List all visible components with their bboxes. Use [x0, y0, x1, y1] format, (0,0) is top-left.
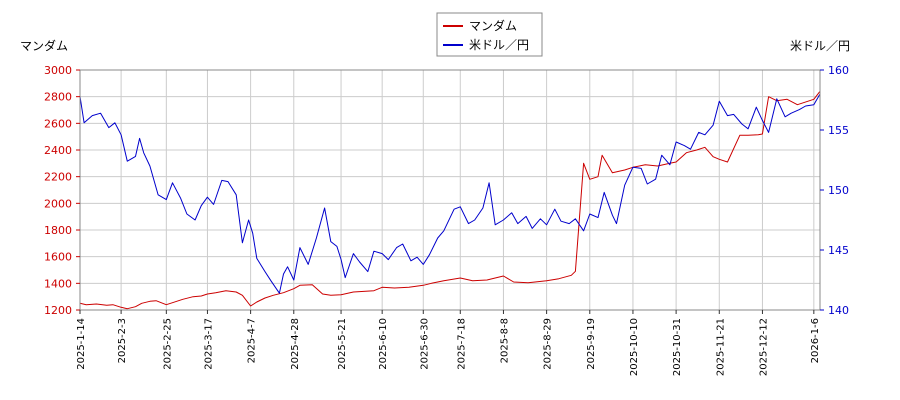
x-tick-label: 2025-12-12: [758, 318, 769, 376]
left-tick-label: 2000: [44, 197, 72, 210]
x-axis-ticks: 2025-1-14 2025-2-3 2025-2-25 2025-3-17 2025-…: [76, 310, 821, 376]
x-tick-label: 2025-6-10: [378, 318, 389, 370]
x-tick-label: 2025-1-14: [76, 318, 87, 370]
left-tick-label: 3000: [44, 64, 72, 77]
left-axis-label: マンダム: [20, 38, 68, 53]
x-tick-label: 2026-1-6: [810, 318, 821, 363]
left-tick-label: 1400: [44, 277, 72, 290]
right-tick-label: 145: [828, 244, 849, 257]
right-axis-label: 米ドル／円: [790, 39, 850, 53]
series-line-usdjpy: [79, 93, 821, 294]
right-axis-ticks: 140 145 150 155 160: [820, 64, 849, 317]
legend-box: [436, 12, 543, 57]
left-axis-ticks: 1200 1400 1600 1800 2000 2200 2400 2600 2800 3000: [44, 64, 80, 317]
x-tick-label: 2025-10-10: [629, 318, 640, 376]
x-tick-label: 2025-2-25: [162, 318, 173, 370]
series-layer: [79, 90, 821, 310]
x-tick-label: 2025-10-31: [672, 318, 683, 376]
x-tick-label: 2025-4-28: [290, 318, 301, 370]
legend: マンダム 米ドル／円: [436, 12, 543, 57]
left-tick-label: 2800: [44, 91, 72, 104]
x-tick-label: 2025-8-8: [499, 318, 510, 363]
right-tick-label: 155: [828, 124, 849, 137]
x-tick-label: 2025-5-21: [337, 318, 348, 370]
x-tick-label: 2025-6-30: [419, 318, 430, 370]
legend-label-mandom: マンダム: [469, 18, 517, 33]
right-tick-label: 140: [828, 304, 849, 317]
left-tick-label: 2400: [44, 144, 72, 157]
right-tick-label: 160: [828, 64, 849, 77]
left-tick-label: 1800: [44, 224, 72, 237]
x-tick-label: 2025-7-18: [456, 318, 467, 370]
x-tick-label: 2025-2-3: [117, 318, 128, 363]
series-line-mandom: [79, 90, 821, 310]
x-tick-label: 2025-9-19: [586, 318, 597, 370]
left-tick-label: 1600: [44, 251, 72, 264]
x-tick-label: 2025-3-17: [203, 318, 214, 370]
left-tick-label: 1200: [44, 304, 72, 317]
right-tick-label: 150: [828, 184, 849, 197]
legend-label-usdjpy: 米ドル／円: [469, 38, 529, 52]
x-tick-label: 2025-11-21: [715, 318, 726, 376]
left-tick-label: 2200: [44, 171, 72, 184]
left-tick-label: 2600: [44, 117, 72, 130]
x-tick-label: 2025-4-7: [247, 318, 258, 363]
x-tick-label: 2025-8-29: [543, 318, 554, 370]
